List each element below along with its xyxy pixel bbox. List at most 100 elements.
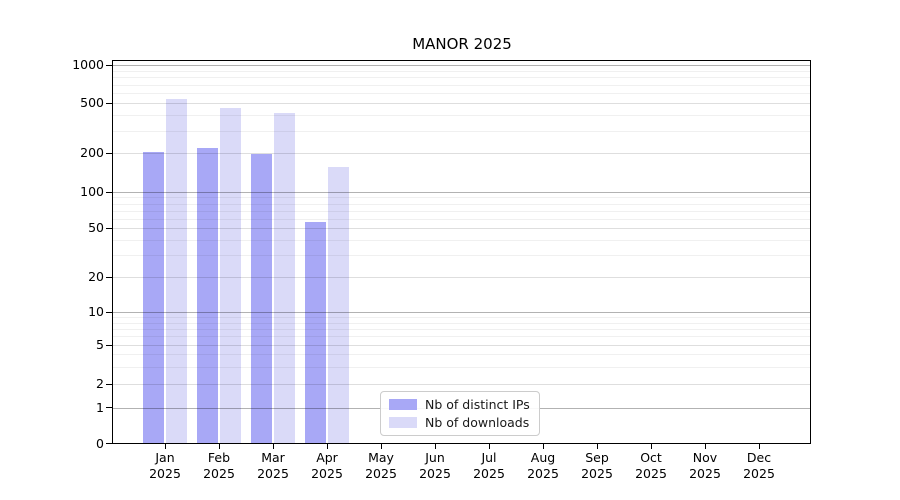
xtick-month: Nov (692, 450, 718, 465)
xtick-label-apr: Apr 2025 (300, 450, 354, 482)
xtick-mark-feb (218, 444, 220, 449)
xtick-label-sep: Sep 2025 (570, 450, 624, 482)
xtick-label-jan: Jan 2025 (138, 450, 192, 482)
ytick-label-5: 5 (96, 337, 104, 352)
bar-downloads (166, 98, 187, 444)
xtick-label-feb: Feb 2025 (192, 450, 246, 482)
xtick-label-jul: Jul 2025 (462, 450, 516, 482)
xtick-month: Feb (207, 450, 231, 465)
gridline-minor (113, 354, 810, 356)
ytick-mark-200 (106, 152, 112, 154)
xtick-label-dec: Dec 2025 (732, 450, 786, 482)
gridline-minor (113, 210, 810, 212)
xtick-label-oct: Oct 2025 (624, 450, 678, 482)
xtick-month: Oct (640, 450, 662, 465)
gridline-minor (113, 70, 810, 72)
legend-label: Nb of downloads (425, 415, 530, 430)
xtick-mark-apr (326, 444, 328, 449)
xtick-mark-aug (542, 444, 544, 449)
ytick-label-2: 2 (96, 376, 104, 391)
gridline-minor (113, 84, 810, 86)
bar-downloads (274, 112, 295, 444)
legend-swatch (389, 417, 417, 428)
bar-distinct-ips (143, 151, 164, 444)
ytick-mark-0 (106, 443, 112, 445)
xtick-month: Dec (746, 450, 772, 465)
gridline-minor (113, 336, 810, 338)
gridline-5 (113, 345, 810, 346)
gridline-500 (113, 103, 810, 104)
xtick-year: 2025 (311, 466, 343, 481)
ytick-mark-5 (106, 344, 112, 346)
xtick-month: Sep (585, 450, 609, 465)
xtick-month: Apr (316, 450, 338, 465)
xtick-month: Jul (481, 450, 497, 465)
ytick-mark-100 (106, 191, 112, 193)
legend-item: Nb of downloads (389, 415, 531, 430)
ytick-label-100: 100 (80, 184, 104, 199)
gridline-minor (113, 322, 810, 324)
gridline-minor (113, 239, 810, 241)
ytick-mark-1 (106, 407, 112, 409)
gridline-20 (113, 277, 810, 278)
gridline-100 (113, 192, 810, 193)
xtick-mark-sep (596, 444, 598, 449)
gridline-200 (113, 153, 810, 154)
ytick-mark-2 (106, 383, 112, 385)
xtick-label-nov: Nov 2025 (678, 450, 732, 482)
xtick-mark-nov (704, 444, 706, 449)
chart-title: MANOR 2025 (412, 35, 512, 53)
ytick-label-10: 10 (88, 304, 104, 319)
xtick-year: 2025 (365, 466, 397, 481)
xtick-year: 2025 (689, 466, 721, 481)
xtick-year: 2025 (419, 466, 451, 481)
xtick-year: 2025 (203, 466, 235, 481)
xtick-mark-dec (758, 444, 760, 449)
xtick-year: 2025 (635, 466, 667, 481)
bar-distinct-ips (305, 222, 326, 444)
xtick-month: Aug (530, 450, 556, 465)
ytick-mark-50 (106, 227, 112, 229)
xtick-year: 2025 (743, 466, 775, 481)
gridline-minor (113, 203, 810, 205)
bar-downloads (220, 107, 241, 444)
xtick-year: 2025 (581, 466, 613, 481)
xtick-month: Jun (425, 450, 445, 465)
xtick-label-aug: Aug 2025 (516, 450, 570, 482)
ytick-mark-500 (106, 102, 112, 104)
bar-distinct-ips (197, 147, 218, 444)
gridline-50 (113, 228, 810, 229)
xtick-month: Mar (261, 450, 285, 465)
gridline-minor (113, 255, 810, 257)
gridline-2 (113, 384, 810, 385)
xtick-label-may: May 2025 (354, 450, 408, 482)
ytick-label-50: 50 (88, 220, 104, 235)
xtick-mark-oct (650, 444, 652, 449)
xtick-year: 2025 (527, 466, 559, 481)
gridline-minor (113, 218, 810, 220)
gridline-10 (113, 312, 810, 313)
xtick-mark-mar (272, 444, 274, 449)
xtick-month: Jan (155, 450, 175, 465)
gridline-minor (113, 317, 810, 319)
gridline-minor (113, 366, 810, 368)
gridline-minor (113, 130, 810, 132)
ytick-label-20: 20 (88, 269, 104, 284)
gridline-minor (113, 328, 810, 330)
legend-item: Nb of distinct IPs (389, 397, 531, 412)
gridline-minor (113, 197, 810, 199)
ytick-mark-1000 (106, 64, 112, 66)
ytick-label-1: 1 (96, 399, 104, 415)
ytick-mark-20 (106, 276, 112, 278)
ytick-label-0: 0 (96, 435, 104, 451)
xtick-mark-may (380, 444, 382, 449)
xtick-label-jun: Jun 2025 (408, 450, 462, 482)
gridline-minor (113, 77, 810, 79)
bar-downloads (328, 167, 349, 444)
ytick-label-1000: 1000 (72, 57, 104, 72)
xtick-year: 2025 (473, 466, 505, 481)
legend: Nb of distinct IPs Nb of downloads (380, 391, 540, 436)
xtick-month: May (368, 450, 394, 465)
bar-distinct-ips (251, 154, 272, 444)
